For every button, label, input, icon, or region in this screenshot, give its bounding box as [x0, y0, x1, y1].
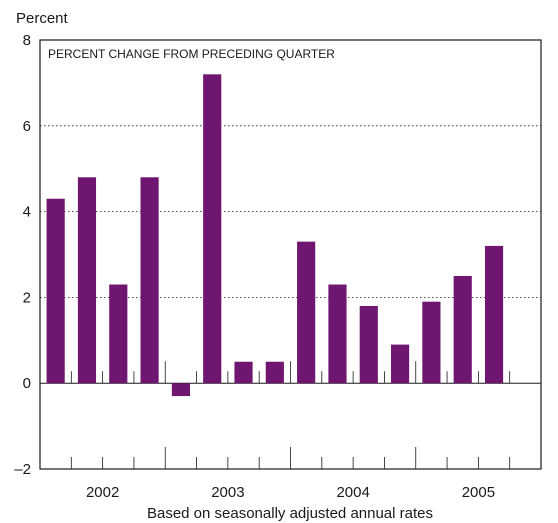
y-tick-label: –2: [14, 461, 31, 478]
bar-2003-q4: [265, 361, 284, 384]
y-tick-label: 6: [23, 118, 31, 135]
y-tick-label: 8: [23, 32, 31, 49]
x-year-label: 2003: [211, 484, 244, 501]
bar-2004-q3: [359, 305, 378, 384]
bar-2004-q2: [328, 284, 347, 384]
y-tick-label: 2: [23, 289, 31, 306]
bar-2004-q4: [391, 344, 410, 384]
x-year-label: 2004: [336, 484, 369, 501]
bar-2002-q1: [46, 198, 65, 384]
bar-2004-q1: [297, 241, 316, 384]
bar-2003-q2: [203, 74, 222, 384]
y-tick-label: 4: [23, 204, 31, 221]
bar-2005-q3: [484, 245, 504, 384]
y-axis-title: Percent: [16, 10, 69, 27]
y-tick-label: 0: [23, 375, 31, 392]
bar-2002-q3: [109, 284, 128, 384]
bar-2002-q4: [140, 177, 159, 384]
chart-title: PERCENT CHANGE FROM PRECEDING QUARTER: [48, 47, 335, 61]
x-year-label: 2005: [462, 484, 495, 501]
bars: [46, 74, 504, 397]
x-year-label: 2002: [86, 484, 119, 501]
plot-frame: [39, 39, 542, 470]
bar-2005-q1: [422, 301, 441, 384]
quarter-ticks: [70, 361, 511, 469]
y-tick-labels: –2 0 2 4 6 8: [14, 32, 31, 478]
bar-2003-q1: [171, 383, 190, 397]
bar-2002-q2: [77, 177, 97, 384]
bar-2003-q3: [234, 361, 253, 384]
bar-2005-q2: [453, 275, 472, 384]
x-axis-caption: Based on seasonally adjusted annual rate…: [147, 505, 433, 522]
x-year-labels: 2002 2003 2004 2005: [86, 484, 495, 501]
